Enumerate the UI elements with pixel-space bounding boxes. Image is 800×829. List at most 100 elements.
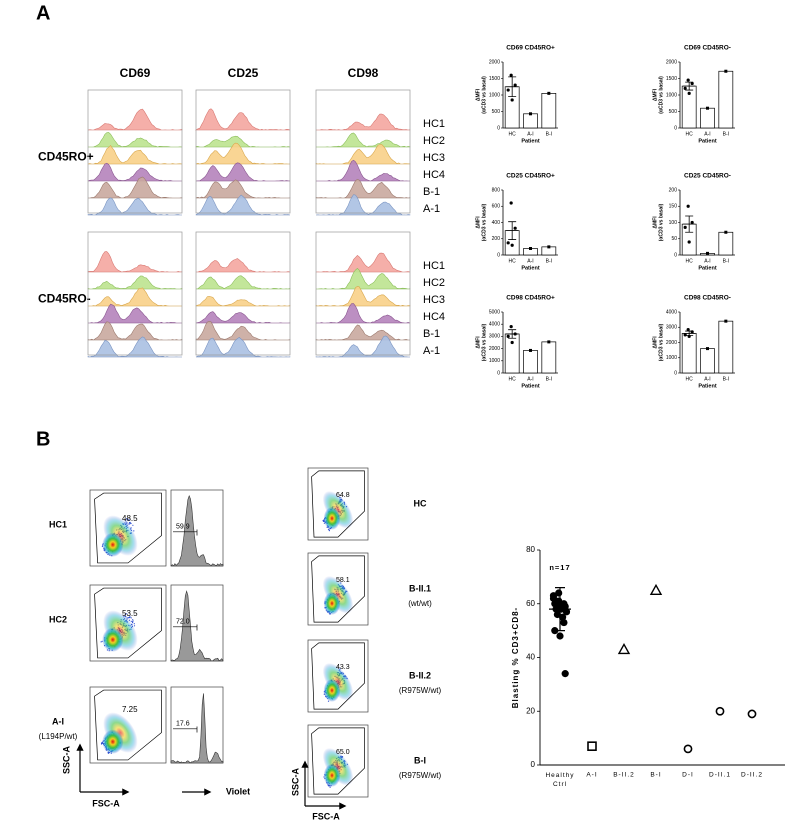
histogram <box>170 494 224 567</box>
histogram-curve <box>316 113 411 131</box>
density-blob <box>323 678 341 702</box>
x-axis-label: Patient <box>698 138 717 144</box>
data-point <box>506 241 510 245</box>
event-dot <box>133 623 135 625</box>
x-axis-label: Patient <box>521 265 540 271</box>
density-blob <box>323 591 341 615</box>
data-point <box>529 247 532 250</box>
plot-frame <box>307 552 369 626</box>
histogram-panel <box>87 89 183 216</box>
histogram-panel <box>194 89 291 216</box>
event-dot <box>322 520 324 522</box>
histogram-curve <box>195 162 291 182</box>
error-bar <box>549 587 571 632</box>
bar <box>523 113 538 129</box>
event-dot <box>126 518 128 520</box>
x-tick-label: A-I <box>704 258 710 264</box>
data-point <box>513 332 517 336</box>
data-point <box>562 608 571 616</box>
y-tick-label: 1500 <box>489 76 500 82</box>
row-label: HC3 <box>423 294 445 306</box>
error-bar <box>506 221 519 240</box>
sample-sublabel: (R975W/wt) <box>399 771 442 780</box>
histogram-curve <box>195 135 291 148</box>
panel-border <box>195 89 291 214</box>
bar <box>504 333 520 374</box>
density-blob <box>322 576 354 614</box>
data-point <box>690 220 694 225</box>
histogram-curve <box>87 108 183 131</box>
histogram-curve <box>87 145 183 165</box>
y-tick-label: 50 <box>671 236 677 242</box>
event-dot <box>132 620 134 622</box>
data-point <box>706 106 709 110</box>
gate-value: 64.8 <box>336 492 350 499</box>
data-point <box>513 83 517 87</box>
event-dot <box>329 786 331 788</box>
x-tick-label: A-I <box>527 376 533 382</box>
histogram-curve <box>88 287 182 307</box>
data-point <box>683 333 687 337</box>
data-point <box>559 613 567 621</box>
x-tick-label: A-I <box>704 376 710 382</box>
y-tick-label: 2000 <box>666 59 677 65</box>
data-point <box>509 201 513 205</box>
x-tick-label: D-II.2 <box>741 772 763 779</box>
x-tick-label: B-I <box>723 131 729 137</box>
histogram <box>170 693 224 764</box>
panel-label: A <box>36 2 50 24</box>
axis-label: FSC-A <box>92 798 120 808</box>
gate-value: 43.3 <box>336 664 350 671</box>
density-blob <box>102 627 124 652</box>
y-axis-label: (αCD3 vs basal) <box>658 323 664 361</box>
y-tick-label: 20 <box>526 706 535 715</box>
density-plot <box>307 467 369 541</box>
axis-label: FSC-A <box>312 811 340 821</box>
y-axis-label: (αCD3 vs basal) <box>658 76 664 114</box>
sample-sublabel: (wt/wt) <box>408 599 432 608</box>
gate <box>94 689 162 761</box>
y-axis-label: ΔMFI <box>475 336 481 349</box>
x-axis-label: Patient <box>698 383 717 389</box>
data-point <box>690 330 694 334</box>
histogram-curve <box>315 252 411 273</box>
plot-frame <box>170 686 224 764</box>
error-bar <box>506 329 519 339</box>
density-blob <box>322 748 354 786</box>
y-axis-label: ΔMFI <box>475 216 481 229</box>
data-point <box>686 327 690 332</box>
event-dot <box>126 613 128 615</box>
y-tick-label: 0 <box>674 370 677 376</box>
data-point <box>513 226 517 230</box>
histogram-curve <box>316 159 410 182</box>
y-tick-label: 80 <box>526 545 535 554</box>
histogram-curve <box>88 132 183 148</box>
y-tick-label: 0 <box>531 760 536 769</box>
y-tick-label: 800 <box>492 187 501 193</box>
row-label: HC4 <box>423 169 445 181</box>
sample-label: B-II.1 <box>409 583 431 593</box>
panel-label: B <box>36 428 50 450</box>
x-tick-label: HC <box>509 131 517 137</box>
y-axis-label: ΔMFI <box>652 88 658 101</box>
y-tick-label: 150 <box>669 204 678 210</box>
gate-value: 59.9 <box>176 523 190 530</box>
data-point <box>686 204 690 208</box>
histogram-panel <box>315 89 411 216</box>
x-tick-label: B-I <box>723 258 729 264</box>
x-tick-label: B-I <box>650 772 661 779</box>
data-point <box>529 112 532 116</box>
sample-label: B-II.2 <box>409 670 431 680</box>
sample-sublabel: (L194P/wt) <box>39 732 78 741</box>
block-label: CD45RO+ <box>38 150 94 164</box>
x-axis-label: Patient <box>698 265 717 271</box>
bar <box>681 333 697 374</box>
histogram-curve <box>195 296 291 307</box>
gate-value: 53.5 <box>122 609 138 618</box>
event-dot <box>100 641 102 643</box>
data-point <box>649 583 663 596</box>
data-point <box>510 98 514 102</box>
data-point <box>506 334 510 338</box>
